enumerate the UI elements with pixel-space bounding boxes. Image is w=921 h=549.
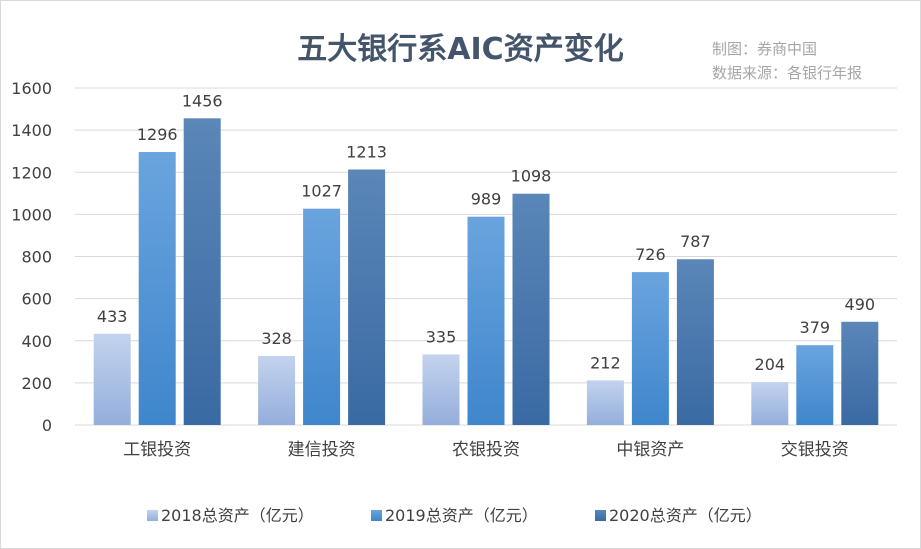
y-tick-label: 600	[21, 290, 52, 309]
bar	[841, 321, 879, 425]
bar	[467, 216, 505, 425]
data-label: 204	[755, 355, 786, 374]
bar	[512, 193, 550, 425]
y-tick-label: 1600	[11, 79, 52, 98]
bar	[303, 208, 341, 425]
bar	[183, 118, 221, 425]
data-label: 1296	[137, 125, 178, 144]
legend-label: 2020总资产（亿元）	[609, 506, 762, 525]
legend-label: 2019总资产（亿元）	[385, 506, 538, 525]
data-label: 490	[845, 295, 876, 314]
data-label: 379	[800, 318, 831, 337]
bar	[676, 259, 714, 425]
y-tick-label: 1200	[11, 163, 52, 182]
bar	[422, 354, 460, 425]
bar	[348, 169, 386, 425]
data-label: 1098	[511, 167, 552, 186]
data-label: 989	[471, 190, 502, 209]
data-label: 335	[426, 327, 457, 346]
data-label: 787	[680, 232, 711, 251]
y-tick-label: 400	[21, 332, 52, 351]
bar	[586, 380, 624, 425]
y-tick-label: 800	[21, 248, 52, 267]
bar	[796, 345, 834, 425]
data-label: 433	[97, 307, 128, 326]
data-label: 1027	[301, 182, 342, 201]
x-tick-label: 中银资产	[616, 440, 684, 460]
y-tick-label: 200	[21, 374, 52, 393]
y-tick-label: 1000	[11, 205, 52, 224]
data-label: 212	[590, 353, 621, 372]
bar	[631, 272, 669, 425]
legend-swatch	[595, 510, 606, 521]
legend-swatch	[371, 510, 382, 521]
y-tick-label: 0	[42, 416, 52, 435]
x-tick-label: 工银投资	[123, 440, 191, 460]
source-note: 数据来源：各银行年报	[712, 64, 863, 82]
data-label: 1456	[182, 91, 223, 110]
x-tick-label: 农银投资	[452, 440, 520, 460]
x-tick-label: 交银投资	[781, 440, 849, 460]
x-tick-label: 建信投资	[288, 440, 356, 460]
legend-swatch	[147, 510, 158, 521]
bar	[258, 355, 296, 425]
legend-label: 2018总资产（亿元）	[161, 506, 314, 525]
data-label: 726	[635, 245, 666, 264]
y-tick-label: 1400	[11, 121, 52, 140]
bar	[138, 152, 176, 425]
data-label: 328	[261, 329, 292, 348]
chart-title: 五大银行系AIC资产变化	[297, 32, 624, 67]
bar	[751, 382, 789, 425]
data-label: 1213	[346, 143, 387, 162]
credit-note: 制图：券商中国	[712, 40, 818, 58]
bar	[93, 333, 131, 425]
